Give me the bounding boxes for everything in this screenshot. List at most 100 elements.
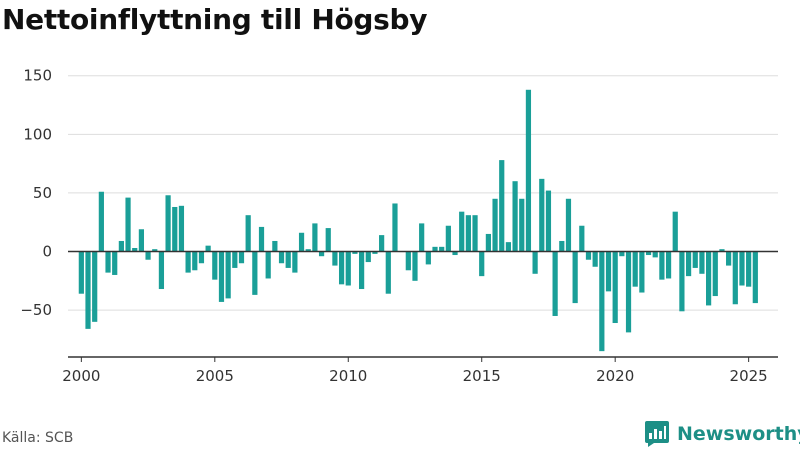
- bar: [345, 251, 351, 286]
- bar: [272, 240, 278, 252]
- bar: [519, 198, 525, 252]
- bar: [532, 251, 538, 274]
- bar: [445, 225, 451, 252]
- bar: [592, 251, 598, 267]
- bar: [679, 251, 685, 312]
- bar: [145, 251, 151, 260]
- y-tick-label: 0: [42, 243, 52, 261]
- newsworthy-logo-icon: [645, 421, 669, 447]
- bar: [265, 251, 271, 279]
- bar: [285, 251, 291, 268]
- bars: [78, 89, 758, 352]
- bar: [352, 251, 358, 254]
- bar: [365, 251, 371, 263]
- bar: [85, 251, 91, 329]
- bar: [385, 251, 391, 294]
- x-tick-label: 2015: [463, 367, 501, 385]
- grid-lines: [68, 75, 778, 311]
- bar: [338, 251, 345, 285]
- bar: [579, 225, 585, 252]
- bar: [485, 233, 491, 252]
- bar: [425, 251, 431, 265]
- bar: [312, 223, 318, 252]
- bar: [198, 251, 205, 264]
- bar: [118, 240, 124, 252]
- bar: [492, 198, 498, 252]
- x-tick-label: 2000: [62, 367, 100, 385]
- bar: [605, 251, 612, 292]
- bar: [232, 251, 238, 268]
- bar: [325, 228, 331, 252]
- source-label: Källa: SCB: [2, 430, 74, 446]
- bar: [465, 215, 471, 252]
- bar: [332, 251, 338, 266]
- bar: [152, 249, 158, 252]
- bar: [719, 249, 725, 252]
- brand-name: Newsworthy: [677, 423, 800, 445]
- bar: [632, 251, 638, 287]
- brand-logo: Newsworthy: [644, 420, 800, 448]
- x-tick-labels: 2000 2005 2010 2015 2020 2025: [62, 367, 767, 385]
- x-tick-label: 2020: [596, 367, 634, 385]
- bar: [752, 251, 758, 304]
- bar: [665, 251, 672, 279]
- bar: [585, 251, 592, 260]
- bar: [192, 251, 198, 271]
- bar: [505, 242, 512, 252]
- bar: [565, 198, 572, 252]
- bar: [539, 178, 545, 252]
- bar: [432, 246, 438, 252]
- bar: [379, 235, 385, 252]
- bar: [132, 248, 138, 252]
- bar: [292, 251, 298, 273]
- bar: [559, 240, 565, 252]
- bar: [165, 195, 171, 252]
- bar: [205, 245, 211, 252]
- x-tick-label: 2005: [196, 367, 234, 385]
- bar: [739, 251, 745, 286]
- bar: [639, 251, 645, 293]
- bar: [212, 251, 218, 280]
- bar: [185, 251, 191, 273]
- bar: [625, 251, 632, 333]
- bar: [412, 251, 418, 281]
- bar: [645, 251, 652, 256]
- bar: [705, 251, 712, 306]
- bar: [732, 251, 738, 305]
- bar: [452, 251, 458, 256]
- bar: [218, 251, 225, 302]
- bar: [225, 251, 231, 299]
- bar: [105, 251, 111, 273]
- bar: [472, 215, 478, 252]
- bar: [252, 251, 258, 295]
- bar: [685, 251, 692, 277]
- bar: [746, 251, 752, 287]
- bar: [525, 89, 532, 252]
- bar: [599, 251, 605, 352]
- bar: [258, 226, 265, 252]
- bar: [138, 229, 145, 252]
- bar: [459, 211, 465, 252]
- bar: [512, 181, 518, 252]
- bar: [305, 249, 311, 252]
- y-tick-label: −50: [20, 301, 52, 319]
- bar: [552, 251, 558, 316]
- bar: [92, 251, 98, 322]
- x-tick-label: 2025: [730, 367, 768, 385]
- bar: [572, 251, 578, 304]
- bar: [78, 251, 84, 294]
- axes: [68, 250, 778, 362]
- bar: [245, 215, 251, 252]
- bar: [545, 190, 552, 252]
- bar: [672, 211, 678, 252]
- bar: [712, 251, 718, 297]
- bar: [112, 251, 118, 275]
- bar: [619, 251, 625, 257]
- bar: [125, 197, 131, 252]
- bar: [612, 251, 618, 324]
- bar: [419, 223, 425, 252]
- bar: [726, 251, 732, 266]
- y-tick-label: 100: [23, 125, 52, 143]
- bar: [652, 251, 658, 258]
